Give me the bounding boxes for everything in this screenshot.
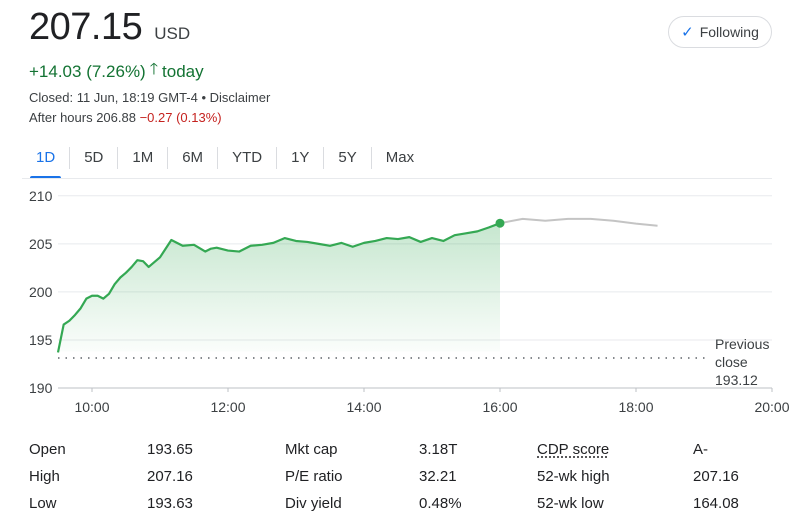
tab-6m[interactable]: 6M	[182, 149, 204, 166]
closed-status: Closed: 11 Jun, 18:19 GMT-4 • Disclaimer	[29, 90, 271, 105]
change-value: +14.03 (7.26%)	[29, 61, 146, 81]
stat-label: 52-wk low	[537, 495, 604, 512]
x-tick-label: 20:00	[754, 399, 789, 415]
stat-value: 207.16	[147, 468, 193, 485]
x-tick-label: 12:00	[210, 399, 245, 415]
tab-max[interactable]: Max	[385, 149, 415, 166]
stat-value: 3.18T	[419, 441, 458, 458]
tab-divider	[323, 147, 325, 169]
close-point-marker	[495, 218, 505, 228]
y-tick-label: 210	[29, 188, 53, 204]
arrow-up-icon: 🡑	[149, 61, 159, 78]
tab-divider	[69, 147, 71, 169]
stat-label: 52-wk high	[537, 468, 610, 485]
stats-row: Low 193.63 Div yield 0.48% 52-wk low 164…	[29, 490, 779, 517]
y-tick-label: 200	[29, 284, 53, 300]
after-hours-change: −0.27 (0.13%)	[139, 110, 222, 125]
price-change: +14.03 (7.26%) 🡑 today	[29, 58, 204, 85]
tabs-underline	[22, 178, 772, 179]
stat-label: High	[29, 468, 60, 485]
stat-value: 193.65	[147, 441, 193, 458]
x-tick-label: 10:00	[74, 399, 109, 415]
tab-5y[interactable]: 5Y	[338, 149, 357, 166]
stats-table: Open 193.65 Mkt cap 3.18T CDP score A- H…	[29, 436, 779, 517]
stat-value: 0.48%	[419, 495, 462, 512]
price-chart[interactable]: 190 195 200 205 210 10:00 12:00 14:00 16:00 18:00…	[0, 185, 800, 425]
stat-label: P/E ratio	[285, 468, 343, 485]
tab-divider	[217, 147, 219, 169]
tab-divider	[117, 147, 119, 169]
y-tick-label: 195	[29, 332, 53, 348]
x-tick-label: 18:00	[618, 399, 653, 415]
stat-label: Div yield	[285, 495, 342, 512]
y-tick-label: 205	[29, 236, 53, 252]
tab-divider	[276, 147, 278, 169]
range-tabs: 1D 5D 1M 6M YTD 1Y 5Y Max	[22, 140, 428, 179]
tab-divider	[167, 147, 169, 169]
x-tick-label: 16:00	[482, 399, 517, 415]
tab-5d[interactable]: 5D	[84, 149, 104, 166]
current-price: 207.15	[29, 6, 143, 48]
stats-row: High 207.16 P/E ratio 32.21 52-wk high 2…	[29, 463, 779, 490]
tab-1d[interactable]: 1D	[22, 140, 69, 179]
regular-session-line	[56, 222, 501, 353]
after-hours-line	[499, 217, 658, 227]
stats-row: Open 193.65 Mkt cap 3.18T CDP score A-	[29, 436, 779, 463]
stat-value: A-	[693, 441, 708, 458]
check-icon: ✓	[681, 24, 694, 41]
currency-label: USD	[154, 24, 191, 43]
stat-value: 207.16	[693, 468, 739, 485]
stat-label: Open	[29, 441, 66, 458]
stat-value: 164.08	[693, 495, 739, 512]
tab-ytd[interactable]: YTD	[232, 149, 263, 166]
after-hours-label: After hours 206.88	[29, 110, 136, 125]
stat-label: Low	[29, 495, 57, 512]
following-label: Following	[699, 24, 759, 40]
x-tick-label: 14:00	[346, 399, 381, 415]
change-suffix: today	[162, 61, 204, 81]
after-hours: After hours 206.88 −0.27 (0.13%)	[29, 110, 222, 125]
tab-1m[interactable]: 1M	[132, 149, 154, 166]
tab-divider	[370, 147, 372, 169]
stat-value: 32.21	[419, 468, 457, 485]
previous-close-label: Previous close	[715, 336, 769, 370]
price-header: 207.15 USD	[29, 6, 190, 49]
tab-1y[interactable]: 1Y	[291, 149, 310, 166]
stat-label: Mkt cap	[285, 441, 338, 458]
cdp-score-link[interactable]: CDP score	[537, 441, 610, 458]
regular-session-area	[58, 223, 500, 353]
previous-close-value: 193.12	[715, 372, 758, 388]
following-button[interactable]: ✓ Following	[668, 16, 772, 48]
y-tick-label: 190	[29, 380, 53, 396]
stat-value: 193.63	[147, 495, 193, 512]
